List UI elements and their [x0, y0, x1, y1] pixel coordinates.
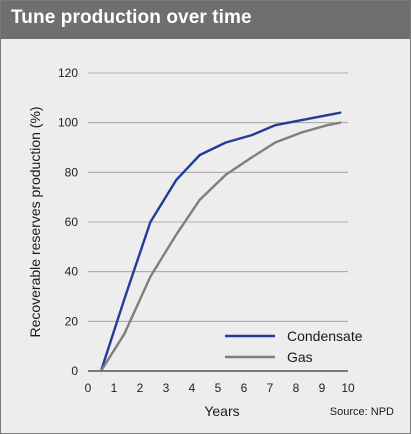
- series-lines: [99, 111, 342, 373]
- x-axis-label: Years: [204, 403, 239, 419]
- x-tick-label: 7: [267, 381, 274, 395]
- x-tick-label: 3: [163, 381, 170, 395]
- y-tick-label: 0: [71, 364, 78, 378]
- x-tick-label: 0: [85, 381, 92, 395]
- x-tick-label: 5: [215, 381, 222, 395]
- x-tick-label: 2: [137, 381, 144, 395]
- x-tick-label: 6: [241, 381, 248, 395]
- y-tick-label: 100: [58, 116, 78, 130]
- x-tick-label: 10: [341, 381, 355, 395]
- source-note: Source: NPD: [330, 406, 394, 418]
- x-tick-labels: 0 1 2 3 4 5 6 7 8 9 10: [85, 381, 355, 395]
- legend: Condensate Gas: [225, 328, 363, 365]
- chart-title: Tune production over time: [11, 7, 252, 28]
- x-tick-label: 9: [319, 381, 326, 395]
- y-tick-labels: 0 20 40 60 80 100 120: [58, 66, 78, 378]
- y-tick-label: 20: [65, 314, 79, 328]
- y-tick-label: 60: [65, 215, 79, 229]
- x-tick-label: 8: [293, 381, 300, 395]
- y-tick-label: 40: [65, 265, 79, 279]
- y-tick-label: 80: [65, 165, 79, 179]
- x-tick-label: 4: [189, 381, 196, 395]
- legend-label-condensate: Condensate: [287, 328, 363, 344]
- x-tick-label: 1: [111, 381, 118, 395]
- series-line-gas: [99, 121, 342, 373]
- y-tick-label: 120: [58, 66, 78, 80]
- y-axis-label: Recoverable reserves production (%): [27, 106, 43, 337]
- title-bar: Tune production over time: [1, 1, 410, 39]
- legend-label-gas: Gas: [287, 349, 313, 365]
- series-line-condensate: [99, 111, 342, 373]
